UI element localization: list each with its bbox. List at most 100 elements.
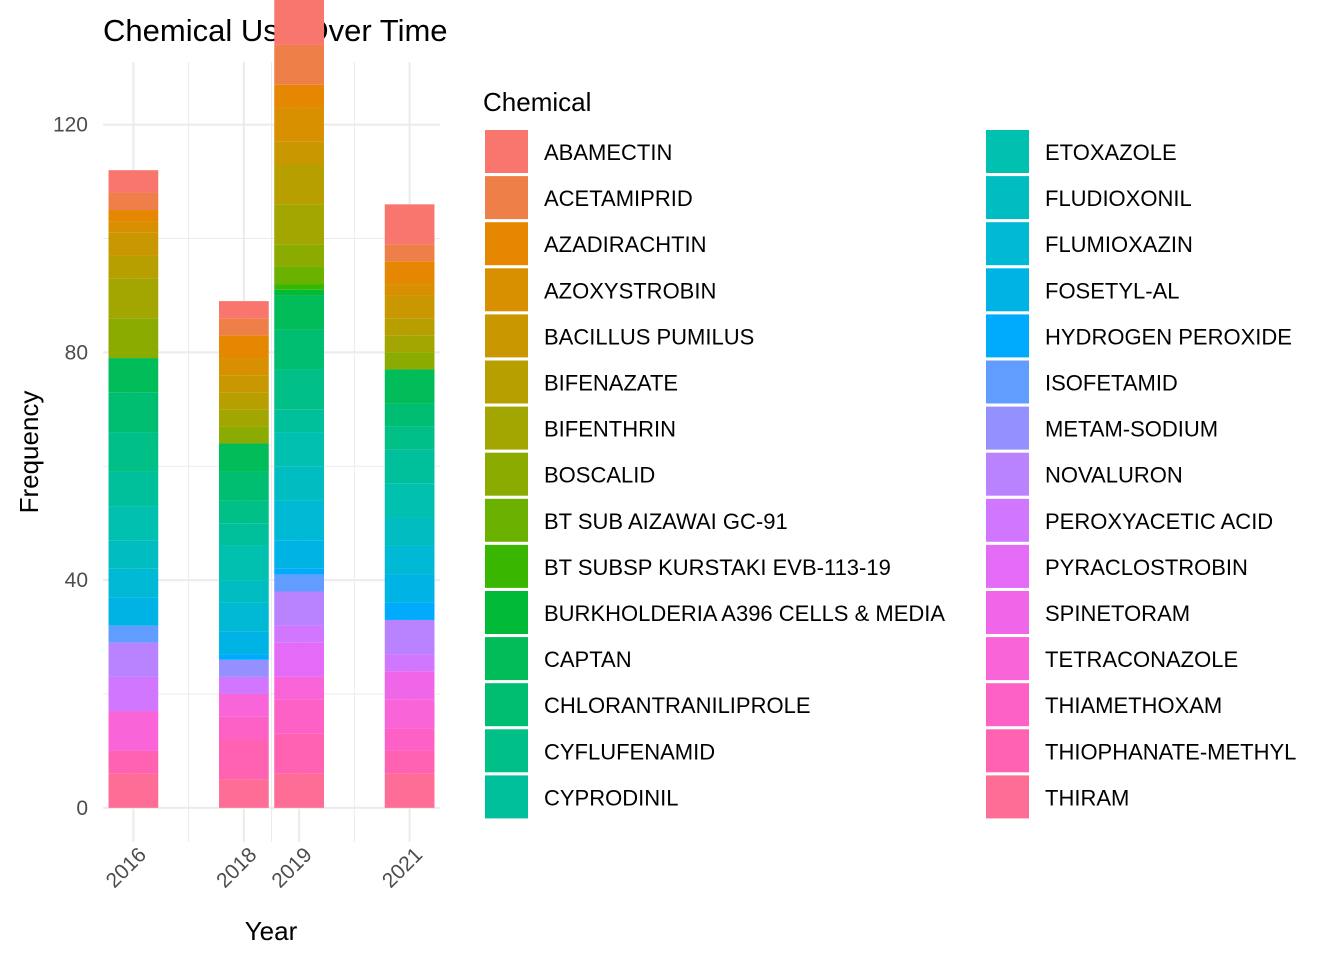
legend-key bbox=[986, 314, 1029, 358]
legend-key bbox=[986, 452, 1029, 496]
bar-segment bbox=[219, 739, 269, 780]
bar-segment bbox=[219, 301, 269, 319]
bar-segment bbox=[384, 261, 435, 285]
bar-segment bbox=[219, 358, 269, 376]
legend-label: CYPRODINIL bbox=[544, 785, 678, 810]
legend-label: ABAMECTIN bbox=[544, 140, 672, 165]
bar-segment bbox=[384, 602, 435, 620]
bar-segment bbox=[108, 711, 159, 751]
legend-key bbox=[485, 406, 528, 450]
bar-segment bbox=[108, 392, 159, 433]
legend-label: THIRAM bbox=[1045, 785, 1129, 810]
legend-key bbox=[485, 314, 528, 358]
legend-label: FLUDIOXONIL bbox=[1045, 186, 1192, 211]
legend-key bbox=[986, 729, 1029, 773]
bar-segment bbox=[108, 568, 159, 598]
bar-segment bbox=[384, 728, 435, 751]
x-tick-label: 2018 bbox=[212, 843, 261, 892]
bar-segment bbox=[108, 221, 159, 233]
legend-key bbox=[485, 591, 528, 634]
bar-segment bbox=[384, 574, 435, 603]
bar-segment bbox=[274, 568, 324, 575]
x-tick-label: 2019 bbox=[267, 843, 316, 892]
bar-segment bbox=[274, 500, 324, 541]
bar-segment bbox=[219, 335, 269, 359]
bar-segment bbox=[108, 625, 159, 643]
bar-segment bbox=[108, 170, 159, 193]
legend-label: CYFLUFENAMID bbox=[544, 739, 715, 764]
bar-segment bbox=[384, 483, 435, 518]
legend: Chemical ABAMECTIN ACETAMIPRID AZADIRACHTI… bbox=[483, 87, 1296, 819]
bar-segment bbox=[219, 443, 269, 472]
bar-segment bbox=[219, 631, 269, 655]
bar-segment bbox=[219, 654, 269, 660]
bar-segment bbox=[274, 107, 324, 142]
bar-segment bbox=[384, 352, 435, 370]
bar-segment bbox=[108, 750, 159, 774]
legend-label: TETRACONAZOLE bbox=[1045, 647, 1238, 672]
bar-segment bbox=[108, 358, 159, 393]
x-axis-title: Year bbox=[245, 916, 298, 946]
legend-label: HYDROGEN PEROXIDE bbox=[1045, 324, 1292, 349]
bar-segment bbox=[108, 597, 159, 626]
legend-key bbox=[485, 729, 528, 773]
legend-label: CHLORANTRANILIPROLE bbox=[544, 693, 811, 718]
bar-segment bbox=[108, 210, 159, 222]
legend-key bbox=[485, 130, 528, 173]
bar-segment bbox=[219, 409, 269, 427]
legend-key bbox=[986, 637, 1029, 681]
y-axis-ticks: 0 40 80 120 bbox=[53, 114, 88, 820]
bar-segment bbox=[384, 335, 435, 353]
bar-segment bbox=[274, 409, 324, 433]
bar-segment bbox=[274, 574, 324, 592]
bar-segment bbox=[274, 733, 324, 774]
bar-segment bbox=[108, 232, 159, 256]
legend-label: METAM-SODIUM bbox=[1045, 417, 1218, 442]
bar-segment bbox=[274, 295, 324, 330]
bar-segment bbox=[108, 773, 159, 808]
bar-segment bbox=[384, 204, 435, 245]
legend-label: AZADIRACHTIN bbox=[544, 232, 707, 257]
legend-label: ISOFETAMID bbox=[1045, 371, 1178, 396]
bar-segment bbox=[108, 506, 159, 541]
legend-key bbox=[986, 176, 1029, 220]
bar-segment bbox=[274, 204, 324, 245]
y-tick-label: 40 bbox=[65, 569, 88, 592]
legend-label: BIFENAZATE bbox=[544, 371, 678, 396]
legend-key bbox=[485, 176, 528, 220]
bar-segment bbox=[219, 693, 269, 717]
legend-key bbox=[986, 130, 1029, 173]
bar-segment bbox=[274, 466, 324, 501]
bar-segment bbox=[274, 141, 324, 165]
bar-segment bbox=[108, 278, 159, 319]
legend-key bbox=[485, 498, 528, 542]
bars bbox=[108, 0, 435, 808]
legend-key bbox=[485, 544, 528, 588]
bar-segment bbox=[274, 289, 324, 296]
legend-key bbox=[485, 775, 528, 819]
legend-key bbox=[485, 452, 528, 496]
legend-label: THIAMETHOXAM bbox=[1045, 693, 1222, 718]
bar-segment bbox=[384, 750, 435, 774]
legend-key bbox=[986, 591, 1029, 634]
legend-key bbox=[485, 222, 528, 266]
bar-segment bbox=[274, 164, 324, 205]
bar-segment bbox=[384, 318, 435, 336]
legend-label: BACILLUS PUMILUS bbox=[544, 324, 754, 349]
bar-segment bbox=[384, 284, 435, 296]
bar-segment bbox=[219, 580, 269, 603]
bar-segment bbox=[384, 369, 435, 404]
bar-segment bbox=[274, 44, 324, 85]
bar-segment bbox=[219, 716, 269, 740]
bar-segment bbox=[274, 84, 324, 108]
legend-label: PYRACLOSTROBIN bbox=[1045, 555, 1248, 580]
bar-segment bbox=[108, 318, 159, 359]
legend-key bbox=[986, 683, 1029, 727]
bar-segment bbox=[108, 192, 159, 211]
bar-segment bbox=[384, 244, 435, 262]
bar-segment bbox=[274, 369, 324, 410]
bar-segment bbox=[274, 676, 324, 700]
bar-segment bbox=[384, 619, 435, 655]
bar-segment bbox=[219, 392, 269, 410]
